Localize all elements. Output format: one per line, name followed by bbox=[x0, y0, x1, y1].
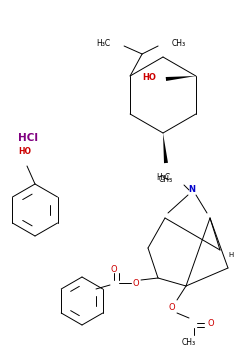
Text: O: O bbox=[208, 318, 214, 328]
Polygon shape bbox=[163, 133, 168, 163]
Text: HCl: HCl bbox=[18, 133, 38, 143]
Text: HO: HO bbox=[18, 147, 32, 156]
Text: H: H bbox=[228, 252, 233, 258]
Text: H₃C: H₃C bbox=[156, 174, 170, 182]
Text: CH₃: CH₃ bbox=[182, 338, 196, 347]
Text: H₃C: H₃C bbox=[96, 40, 110, 49]
Text: O: O bbox=[169, 303, 175, 313]
Polygon shape bbox=[166, 76, 196, 81]
Text: HO: HO bbox=[142, 74, 156, 83]
Text: CH₃: CH₃ bbox=[159, 175, 173, 184]
Text: O: O bbox=[111, 265, 117, 273]
Text: N: N bbox=[188, 186, 196, 195]
Text: O: O bbox=[133, 279, 139, 287]
Text: CH₃: CH₃ bbox=[172, 40, 186, 49]
